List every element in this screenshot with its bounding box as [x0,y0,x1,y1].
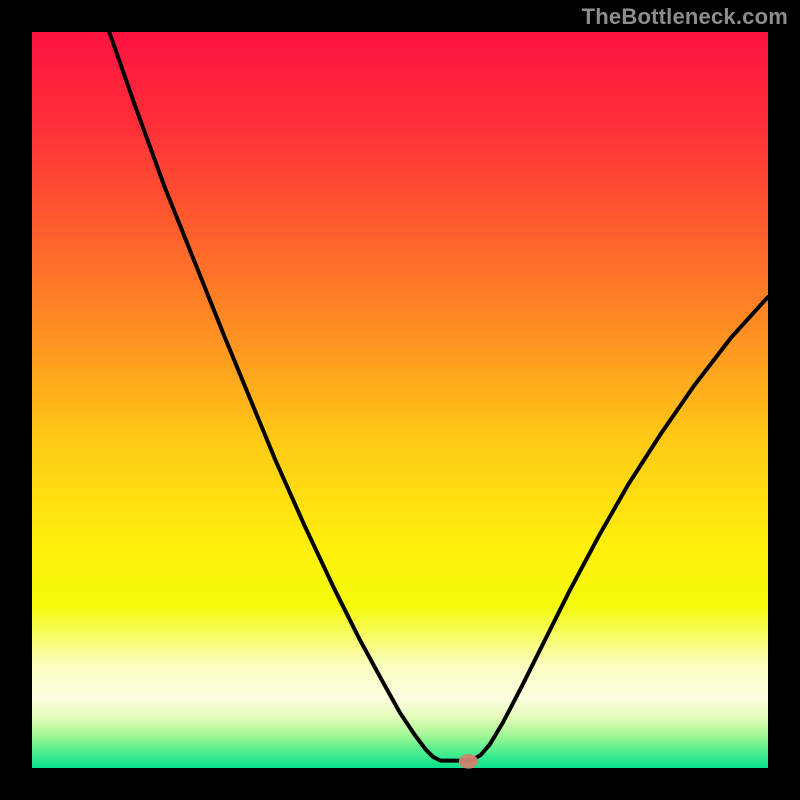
bottleneck-chart [0,0,800,800]
chart-background [32,32,768,768]
watermark-text: TheBottleneck.com [582,4,788,30]
optimum-marker [459,754,478,769]
